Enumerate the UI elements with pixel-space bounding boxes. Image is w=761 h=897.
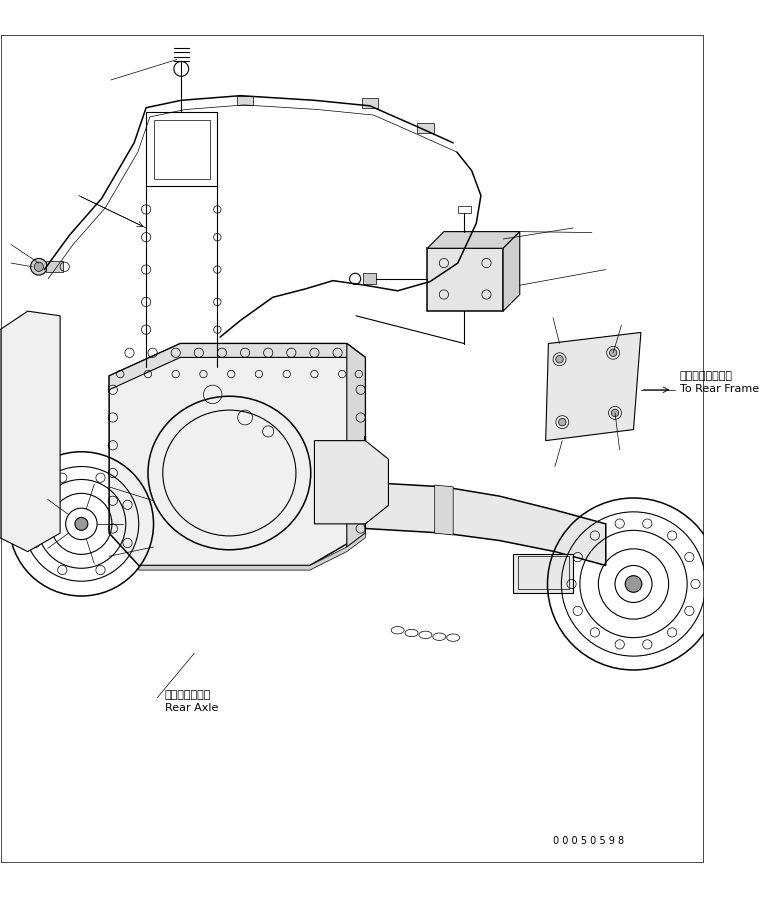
Polygon shape — [109, 344, 365, 565]
Bar — [46, 261, 63, 273]
Text: リヤーフレームへ: リヤーフレームへ — [680, 370, 733, 380]
Polygon shape — [365, 436, 606, 565]
Text: リヤーアクスル: リヤーアクスル — [164, 690, 211, 700]
Text: To Rear Frame: To Rear Frame — [680, 385, 759, 395]
Bar — [361, 99, 378, 108]
Circle shape — [559, 418, 566, 426]
Bar — [458, 205, 471, 213]
Circle shape — [75, 518, 88, 530]
Text: Rear Axle: Rear Axle — [164, 703, 218, 713]
Polygon shape — [435, 485, 453, 535]
Polygon shape — [427, 248, 503, 311]
Circle shape — [34, 262, 43, 272]
Circle shape — [626, 576, 642, 592]
Polygon shape — [347, 344, 365, 547]
Polygon shape — [109, 344, 365, 390]
Bar — [237, 96, 253, 105]
Circle shape — [556, 355, 563, 363]
Polygon shape — [314, 440, 388, 524]
Bar — [417, 124, 434, 133]
Polygon shape — [139, 533, 365, 570]
Bar — [513, 554, 573, 593]
Circle shape — [610, 349, 617, 356]
Polygon shape — [546, 333, 641, 440]
Bar — [362, 274, 377, 284]
Polygon shape — [503, 231, 520, 311]
Bar — [518, 556, 568, 588]
Polygon shape — [0, 311, 60, 552]
Circle shape — [611, 409, 619, 416]
Circle shape — [30, 258, 47, 275]
Text: 0 0 0 5 0 5 9 8: 0 0 0 5 0 5 9 8 — [553, 836, 624, 846]
Polygon shape — [427, 231, 520, 248]
